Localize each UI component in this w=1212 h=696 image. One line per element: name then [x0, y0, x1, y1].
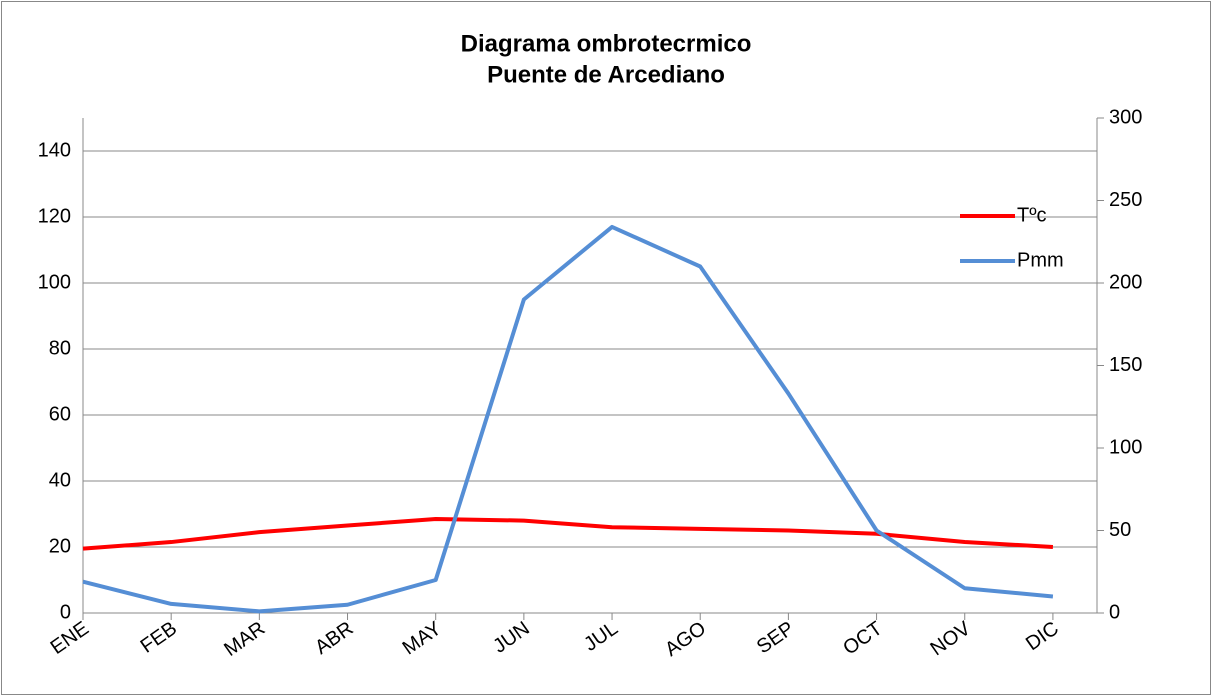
- y2-tick-label: 0: [1109, 601, 1120, 623]
- y2-tick-label: 50: [1109, 519, 1131, 541]
- y2-tick-label: 150: [1109, 354, 1142, 376]
- chart-title: Diagrama ombrotecrmico: [461, 30, 752, 57]
- y2-tick-label: 250: [1109, 189, 1142, 211]
- y-tick-label: 80: [49, 337, 71, 359]
- y-tick-label: 20: [49, 535, 71, 557]
- legend-label: Pmm: [1017, 249, 1064, 271]
- y2-tick-label: 300: [1109, 106, 1142, 128]
- y-tick-label: 40: [49, 469, 71, 491]
- chart-subtitle: Puente de Arcediano: [487, 61, 725, 88]
- y-tick-label: 140: [38, 139, 71, 161]
- y2-tick-label: 100: [1109, 436, 1142, 458]
- y2-tick-label: 200: [1109, 271, 1142, 293]
- legend-label: Tºc: [1017, 204, 1047, 226]
- series-line: [82, 516, 1054, 551]
- series-line: [82, 224, 1054, 614]
- y-tick-label: 0: [60, 601, 71, 623]
- y-tick-label: 60: [49, 403, 71, 425]
- y-tick-label: 120: [38, 205, 71, 227]
- y-tick-label: 100: [38, 271, 71, 293]
